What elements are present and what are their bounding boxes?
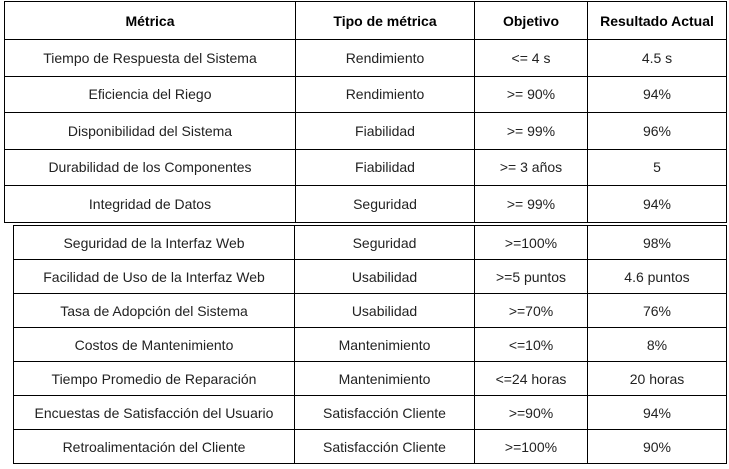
cell-objetivo: >= 3 años	[474, 148, 588, 186]
cell-objetivo: >=5 puntos	[474, 259, 588, 294]
cell-objetivo: >= 99%	[474, 185, 588, 223]
cell-tipo: Seguridad	[294, 225, 475, 260]
table-row: Durabilidad de los Componentes Fiabilida…	[4, 148, 727, 186]
cell-resultado: 4.5 s	[587, 39, 727, 77]
cell-tipo: Usabilidad	[294, 259, 475, 294]
cell-objetivo: >=100%	[474, 225, 588, 260]
table-row: Encuestas de Satisfacción del Usuario Sa…	[13, 395, 727, 430]
cell-tipo: Fiabilidad	[295, 148, 475, 186]
metrics-table-top: Métrica Tipo de métrica Objetivo Resulta…	[4, 1, 727, 223]
cell-resultado: 8%	[587, 327, 727, 362]
cell-tipo: Mantenimiento	[294, 327, 475, 362]
cell-objetivo: >= 99%	[474, 112, 588, 150]
table-row: Tiempo Promedio de Reparación Mantenimie…	[13, 361, 727, 396]
cell-metrica: Integridad de Datos	[4, 185, 296, 223]
table-row: Tiempo de Respuesta del Sistema Rendimie…	[4, 39, 727, 77]
cell-objetivo: <= 4 s	[474, 39, 588, 77]
table-row: Retroalimentación del Cliente Satisfacci…	[13, 429, 727, 464]
cell-metrica: Seguridad de la Interfaz Web	[13, 225, 295, 260]
cell-tipo: Rendimiento	[295, 75, 475, 113]
cell-objetivo: >= 90%	[474, 75, 588, 113]
cell-resultado: 76%	[587, 293, 727, 328]
table-row: Eficiencia del Riego Rendimiento >= 90% …	[4, 75, 727, 113]
cell-objetivo: >=70%	[474, 293, 588, 328]
cell-metrica: Retroalimentación del Cliente	[13, 429, 295, 464]
cell-resultado: 94%	[587, 185, 727, 223]
table-row: Facilidad de Uso de la Interfaz Web Usab…	[13, 259, 727, 294]
cell-metrica: Durabilidad de los Componentes	[4, 148, 296, 186]
cell-metrica: Tiempo de Respuesta del Sistema	[4, 39, 296, 77]
header-row: Métrica Tipo de métrica Objetivo Resulta…	[4, 1, 727, 40]
cell-metrica: Tasa de Adopción del Sistema	[13, 293, 295, 328]
cell-resultado: 4.6 puntos	[587, 259, 727, 294]
cell-objetivo: >=100%	[474, 429, 588, 464]
header-objetivo: Objetivo	[474, 1, 588, 40]
cell-tipo: Mantenimiento	[294, 361, 475, 396]
cell-metrica: Tiempo Promedio de Reparación	[13, 361, 295, 396]
cell-resultado: 5	[587, 148, 727, 186]
cell-resultado: 94%	[587, 395, 727, 430]
metrics-table-bottom: Seguridad de la Interfaz Web Seguridad >…	[13, 225, 727, 464]
header-resultado-actual: Resultado Actual	[587, 1, 727, 40]
table-row: Tasa de Adopción del Sistema Usabilidad …	[13, 293, 727, 328]
cell-objetivo: <=24 horas	[474, 361, 588, 396]
table-row: Disponibilidad del Sistema Fiabilidad >=…	[4, 112, 727, 150]
header-tipo-de-metrica: Tipo de métrica	[295, 1, 475, 40]
cell-tipo: Fiabilidad	[295, 112, 475, 150]
cell-tipo: Seguridad	[295, 185, 475, 223]
cell-resultado: 98%	[587, 225, 727, 260]
cell-tipo: Satisfacción Cliente	[294, 395, 475, 430]
cell-objetivo: <=10%	[474, 327, 588, 362]
cell-resultado: 94%	[587, 75, 727, 113]
table-row: Seguridad de la Interfaz Web Seguridad >…	[13, 225, 727, 260]
table-row: Integridad de Datos Seguridad >= 99% 94%	[4, 185, 727, 223]
cell-resultado: 20 horas	[587, 361, 727, 396]
table-row: Costos de Mantenimiento Mantenimiento <=…	[13, 327, 727, 362]
cell-tipo: Satisfacción Cliente	[294, 429, 475, 464]
cell-metrica: Costos de Mantenimiento	[13, 327, 295, 362]
cell-metrica: Disponibilidad del Sistema	[4, 112, 296, 150]
cell-resultado: 96%	[587, 112, 727, 150]
cell-resultado: 90%	[587, 429, 727, 464]
cell-metrica: Facilidad de Uso de la Interfaz Web	[13, 259, 295, 294]
cell-tipo: Rendimiento	[295, 39, 475, 77]
cell-metrica: Eficiencia del Riego	[4, 75, 296, 113]
header-metrica: Métrica	[4, 1, 296, 40]
cell-metrica: Encuestas de Satisfacción del Usuario	[13, 395, 295, 430]
cell-tipo: Usabilidad	[294, 293, 475, 328]
cell-objetivo: >=90%	[474, 395, 588, 430]
